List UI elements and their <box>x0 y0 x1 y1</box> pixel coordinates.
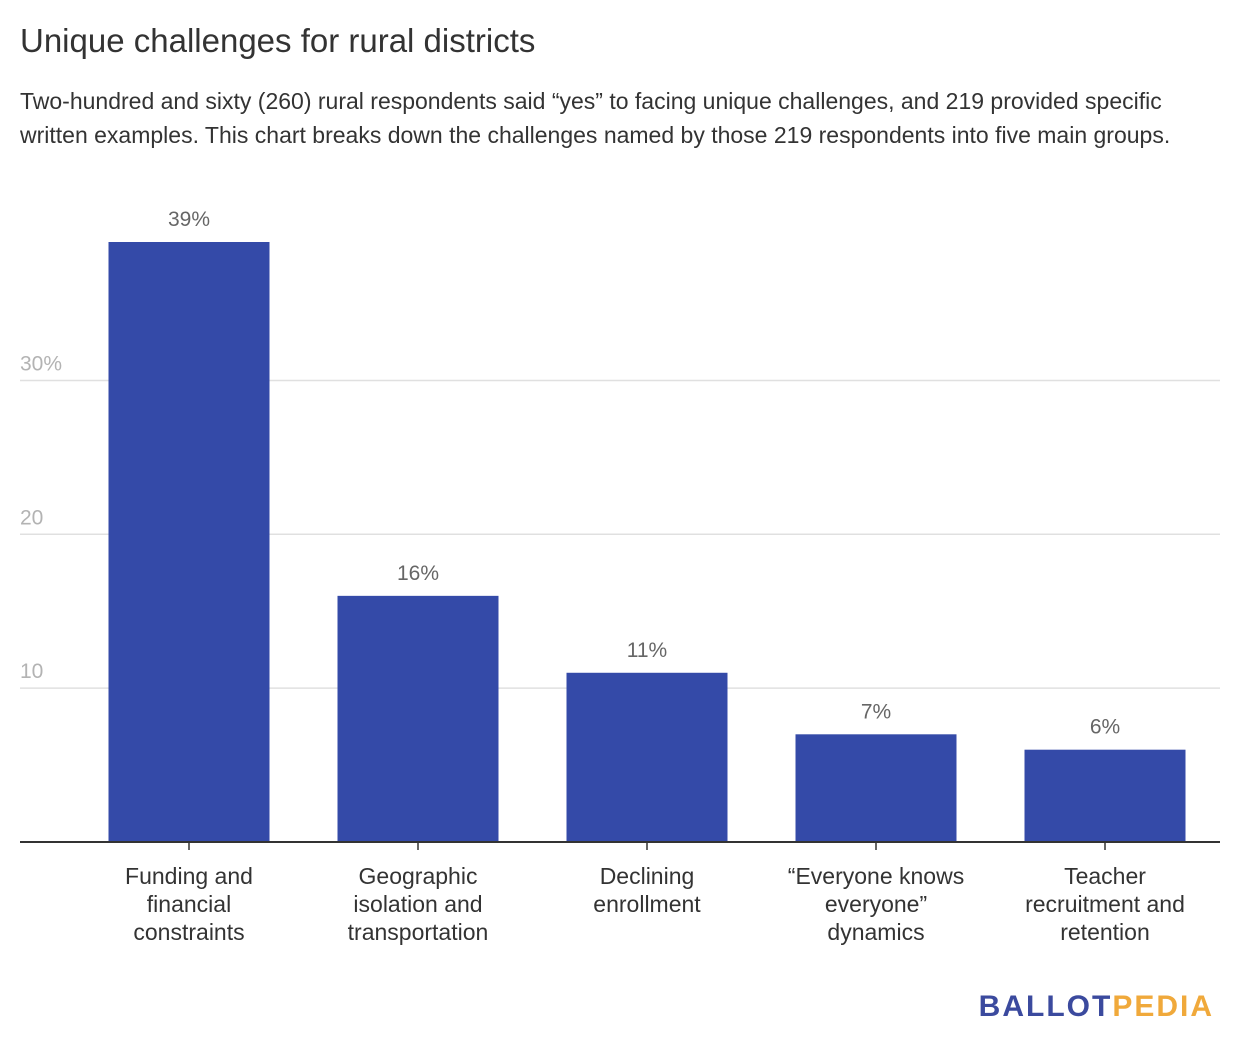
category-label: transportation <box>348 919 489 945</box>
y-tick-label: 20 <box>20 506 43 529</box>
category-label: enrollment <box>593 891 701 917</box>
logo-part-ballot: BALLOT <box>978 990 1113 1023</box>
ballotpedia-logo: BALLOTPEDIA <box>979 990 1214 1024</box>
category-label: Declining <box>600 863 695 889</box>
y-tick-label: 10 <box>20 660 43 683</box>
y-tick-label: 30% <box>20 352 62 375</box>
category-label: recruitment and <box>1025 891 1185 917</box>
bar <box>795 734 957 842</box>
bar <box>566 672 728 842</box>
bar-value-label: 6% <box>1090 716 1120 739</box>
category-label: Funding and <box>125 863 253 889</box>
category-label: everyone” <box>825 891 927 917</box>
category-label: isolation and <box>353 891 482 917</box>
chart-title: Unique challenges for rural districts <box>20 22 536 59</box>
category-label: “Everyone knows <box>788 863 964 889</box>
chart-subtitle: Two-hundred and sixty (260) rural respon… <box>20 88 1171 148</box>
bar-value-label: 11% <box>627 639 667 662</box>
logo-part-pedia: PEDIA <box>1112 990 1214 1023</box>
bar <box>1024 749 1186 842</box>
bar-value-label: 16% <box>397 562 439 585</box>
bar-value-label: 39% <box>168 208 210 231</box>
category-label: retention <box>1060 919 1150 945</box>
category-label: dynamics <box>827 919 924 945</box>
bar <box>337 595 499 842</box>
bar-value-label: 7% <box>861 700 891 723</box>
bar <box>108 242 270 842</box>
category-label: Geographic <box>359 863 478 889</box>
category-label: constraints <box>133 919 244 945</box>
category-label: Teacher <box>1064 863 1146 889</box>
category-label: financial <box>147 891 231 917</box>
